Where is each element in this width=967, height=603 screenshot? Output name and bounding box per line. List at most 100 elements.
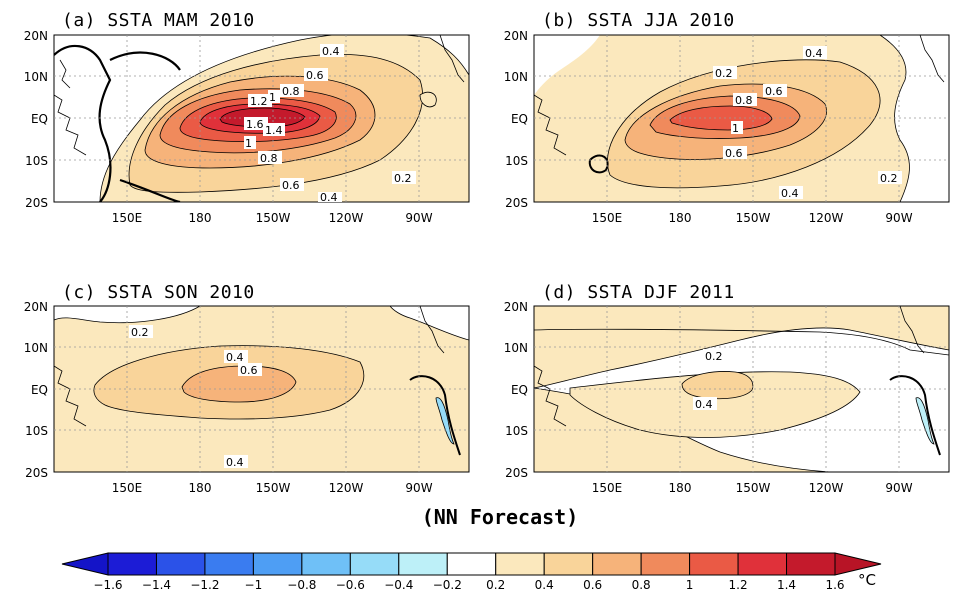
colorbar-box: [737, 552, 788, 576]
colorbar-box: [495, 552, 545, 576]
lat-tick: 20S: [25, 466, 48, 480]
contour-label: 0.4: [322, 45, 340, 58]
panel-d-gridlines: [534, 306, 949, 472]
contour-label: 1.2: [250, 95, 268, 108]
colorbar: −1.6 −1.4 −1.2 −1 −0.8 −0.6 −0.4 −0.2 0.2 0.4 0.6 0…: [61, 552, 882, 592]
contour-label: 0.2: [705, 350, 723, 363]
contour-label: 1: [269, 91, 276, 104]
contour-label: 0.4: [781, 187, 799, 200]
colorbar-tick-label: 0.4: [535, 578, 554, 592]
colorbar-tick-label: −1: [245, 578, 263, 592]
colorbar-box: [640, 552, 691, 576]
colorbar-ticks: −1.6 −1.4 −1.2 −1 −0.8 −0.6 −0.4 −0.2 0.2 0.4 0.6 0…: [93, 578, 844, 592]
lat-tick: EQ: [31, 112, 48, 126]
lat-tick: 10N: [504, 70, 528, 84]
contour-label: 0.6: [725, 147, 743, 160]
colorbar-tick-label: −0.8: [287, 578, 316, 592]
panel-c-map: [54, 306, 469, 472]
lon-tick: 150W: [736, 211, 771, 225]
lon-tick: 90W: [885, 481, 912, 495]
colorbar-tick-label: 1: [686, 578, 694, 592]
contour-label: 0.8: [260, 152, 278, 165]
lon-tick: 150E: [112, 211, 143, 225]
lat-tick: 10S: [505, 424, 528, 438]
lon-tick: 120W: [329, 481, 364, 495]
panel-d: (d) SSTA DJF 2011 0.2 0.4 20N 10N EQ 10: [504, 282, 950, 495]
lat-tick: EQ: [31, 383, 48, 397]
lat-tick: 20N: [504, 29, 528, 43]
contour-label: 0.6: [765, 85, 783, 98]
contour-label: 1.6: [246, 118, 264, 131]
panel-a-lat-ticks: 20N 10N EQ 10S 20S: [24, 29, 48, 210]
lon-tick: 120W: [809, 481, 844, 495]
lon-tick: 180: [189, 211, 212, 225]
lon-tick: 180: [669, 211, 692, 225]
colorbar-tick-label: −1.2: [190, 578, 219, 592]
contour-label: 0.2: [715, 67, 733, 80]
contour-label: 0.4: [695, 398, 713, 411]
lat-tick: 10N: [504, 341, 528, 355]
contour-label: 0.6: [306, 69, 324, 82]
lat-tick: 20N: [24, 300, 48, 314]
contour-label: 0.4: [226, 456, 244, 469]
colorbar-tick-label: 0.6: [583, 578, 602, 592]
panel-a-lon-ticks: 150E 180 150W 120W 90W: [112, 211, 433, 225]
colorbar-box: [349, 552, 400, 576]
colorbar-box: [155, 552, 206, 576]
lat-tick: 10S: [25, 154, 48, 168]
lon-tick: 150E: [592, 211, 623, 225]
contour-label: 0.4: [320, 191, 338, 204]
lat-tick: 20N: [24, 29, 48, 43]
colorbar-box: [592, 552, 642, 576]
figure-caption: (NN Forecast): [422, 505, 579, 529]
contour-label: 0.8: [282, 85, 300, 98]
colorbar-unit: °C: [858, 571, 876, 589]
panel-c-lat-ticks: 20N 10N EQ 10S 20S: [24, 300, 48, 480]
lon-tick: 150W: [736, 481, 771, 495]
lon-tick: 90W: [405, 481, 432, 495]
lon-tick: 150E: [112, 481, 143, 495]
panel-c-gridlines: [54, 306, 469, 472]
panel-b-contour-labels: 0.4 0.2 0.6 0.8 1 0.6 0.4 0.2: [713, 46, 902, 200]
colorbar-tick-label: 0.2: [486, 578, 505, 592]
contour-label: 0.2: [880, 172, 898, 185]
lat-tick: 10N: [24, 341, 48, 355]
colorbar-arrow-left: [61, 552, 109, 576]
colorbar-boxes: [107, 552, 836, 576]
contour-label: 0.6: [240, 364, 258, 377]
colorbar-tick-label: −0.4: [384, 578, 413, 592]
contour-label: 1.4: [265, 124, 283, 137]
colorbar-box: [107, 552, 157, 576]
lat-tick: 20S: [505, 196, 528, 210]
panel-d-lat-ticks: 20N 10N EQ 10S 20S: [504, 300, 528, 480]
panel-c: (c) SSTA SON 2010 0.2 0.4 0.6 0.4 20N 10…: [24, 282, 470, 495]
contour-label: 0.2: [131, 326, 149, 339]
panel-a-contour-labels: 0.4 0.6 0.8 1.2 1 1.6 1.4 1 0.8 0.6 0.4 …: [244, 44, 416, 204]
panel-b: (b) SSTA JJA 2010 0.4 0.2 0.6 0.8 1 0.6 …: [504, 10, 950, 225]
panel-d-contour-labels: 0.2 0.4: [693, 349, 727, 411]
colorbar-box: [543, 552, 594, 576]
colorbar-box: [786, 552, 836, 576]
contour-label: 0.4: [805, 47, 823, 60]
lat-tick: 10N: [24, 70, 48, 84]
colorbar-box: [252, 552, 303, 576]
lat-tick: EQ: [511, 112, 528, 126]
lon-tick: 90W: [885, 211, 912, 225]
colorbar-box: [204, 552, 254, 576]
lat-tick: 20N: [504, 300, 528, 314]
lon-tick: 150E: [592, 481, 623, 495]
panel-a-title: (a) SSTA MAM 2010: [62, 10, 255, 31]
panel-c-lon-ticks: 150E 180 150W 120W 90W: [112, 481, 433, 495]
colorbar-tick-label: 0.8: [632, 578, 651, 592]
colorbar-tick-label: 1.6: [825, 578, 844, 592]
contour-label: 1: [732, 122, 739, 135]
panel-b-gridlines: [534, 35, 949, 202]
colorbar-tick-label: 1.2: [729, 578, 748, 592]
contour-label: 0.8: [735, 94, 753, 107]
lon-tick: 120W: [329, 211, 364, 225]
contour-label: 0.4: [226, 351, 244, 364]
lon-tick: 180: [189, 481, 212, 495]
lon-tick: 90W: [405, 211, 432, 225]
panel-d-map: [534, 306, 949, 472]
